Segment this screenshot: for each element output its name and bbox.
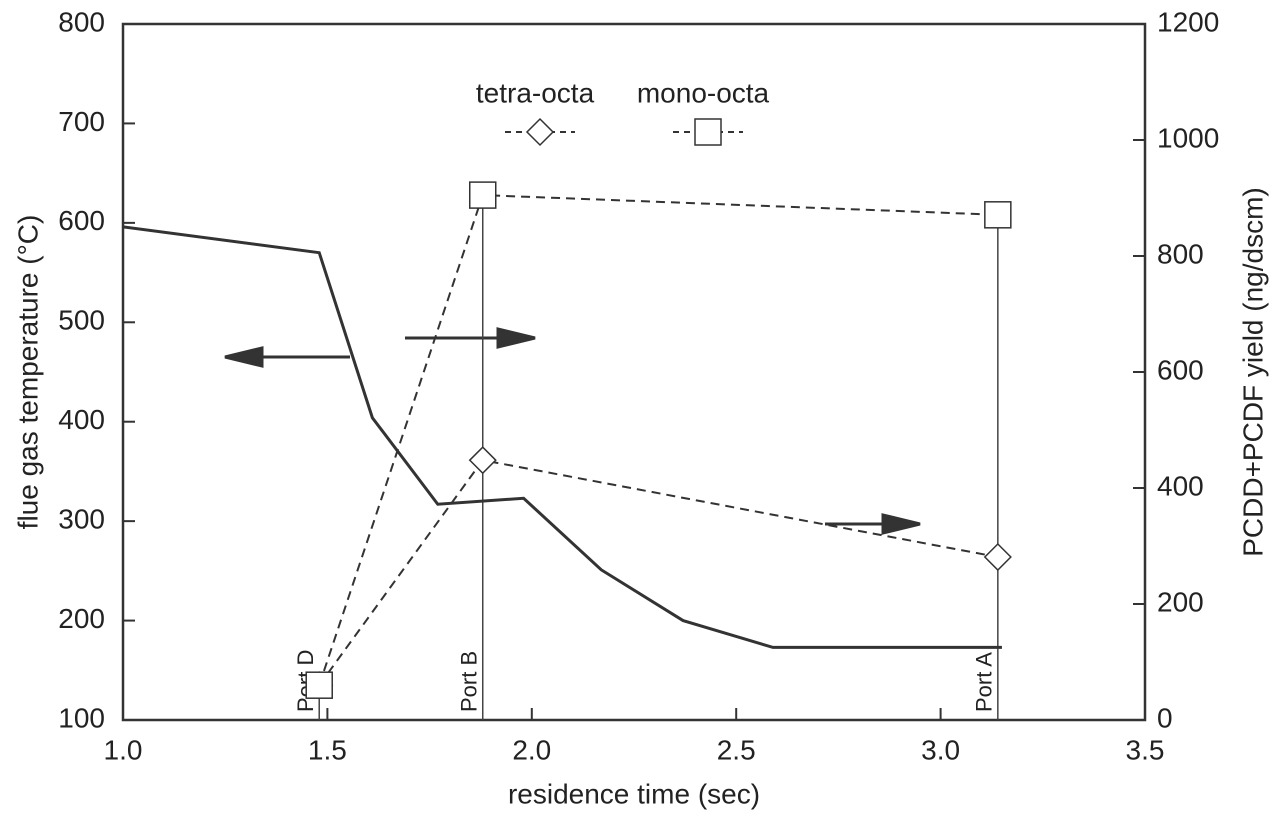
point [468,446,497,475]
y2-tick-label: 600 [1157,354,1204,385]
arrow-head [496,327,536,349]
y-tick-label: 700 [58,106,105,137]
legend-label: mono-octa [637,77,770,108]
y-tick-label: 500 [58,305,105,336]
y2-tick-label: 200 [1157,586,1204,617]
arrow-head [881,513,921,535]
y2-tick-label: 800 [1157,238,1204,269]
y2-tick-label: 1200 [1157,6,1219,37]
y2-tick-label: 0 [1157,702,1173,733]
y-tick-label: 200 [58,603,105,634]
series-line [318,194,998,686]
point [305,671,333,699]
arrows [224,327,921,535]
x-tick-label: 2.0 [512,734,551,765]
y-tick-label: 400 [58,404,105,435]
point [983,542,1012,572]
y-tick-label: 300 [58,504,105,535]
x-tick-label: 3.0 [921,734,960,765]
y2-tick-label: 400 [1157,470,1204,501]
y-tick-label: 800 [58,6,105,37]
series-line [122,225,1002,649]
series-line [318,459,999,686]
arrow-head [224,346,264,368]
plot-frame [121,22,1147,722]
legend-marker [525,117,555,147]
x-tick-label: 2.5 [717,734,756,765]
y-tick-label: 100 [58,702,105,733]
x-tick-label: 1.0 [104,734,143,765]
legend-marker [694,118,722,146]
y2-axis-label: PCDD+PCDF yield (ng/dscm) [1237,187,1268,557]
y2-tick-label: 1000 [1157,122,1219,153]
point [468,181,497,209]
x-tick-label: 1.5 [308,734,347,765]
legend-label: tetra-octa [476,77,595,108]
x-tick-label: 3.5 [1126,734,1165,765]
point [984,201,1012,229]
port-label: Port A [972,652,997,712]
y-tick-label: 600 [58,205,105,236]
x-axis-label: residence time (sec) [508,778,760,809]
port-label: Port B [457,651,482,712]
y-axis-label: flue gas temperature (°C) [12,215,43,530]
